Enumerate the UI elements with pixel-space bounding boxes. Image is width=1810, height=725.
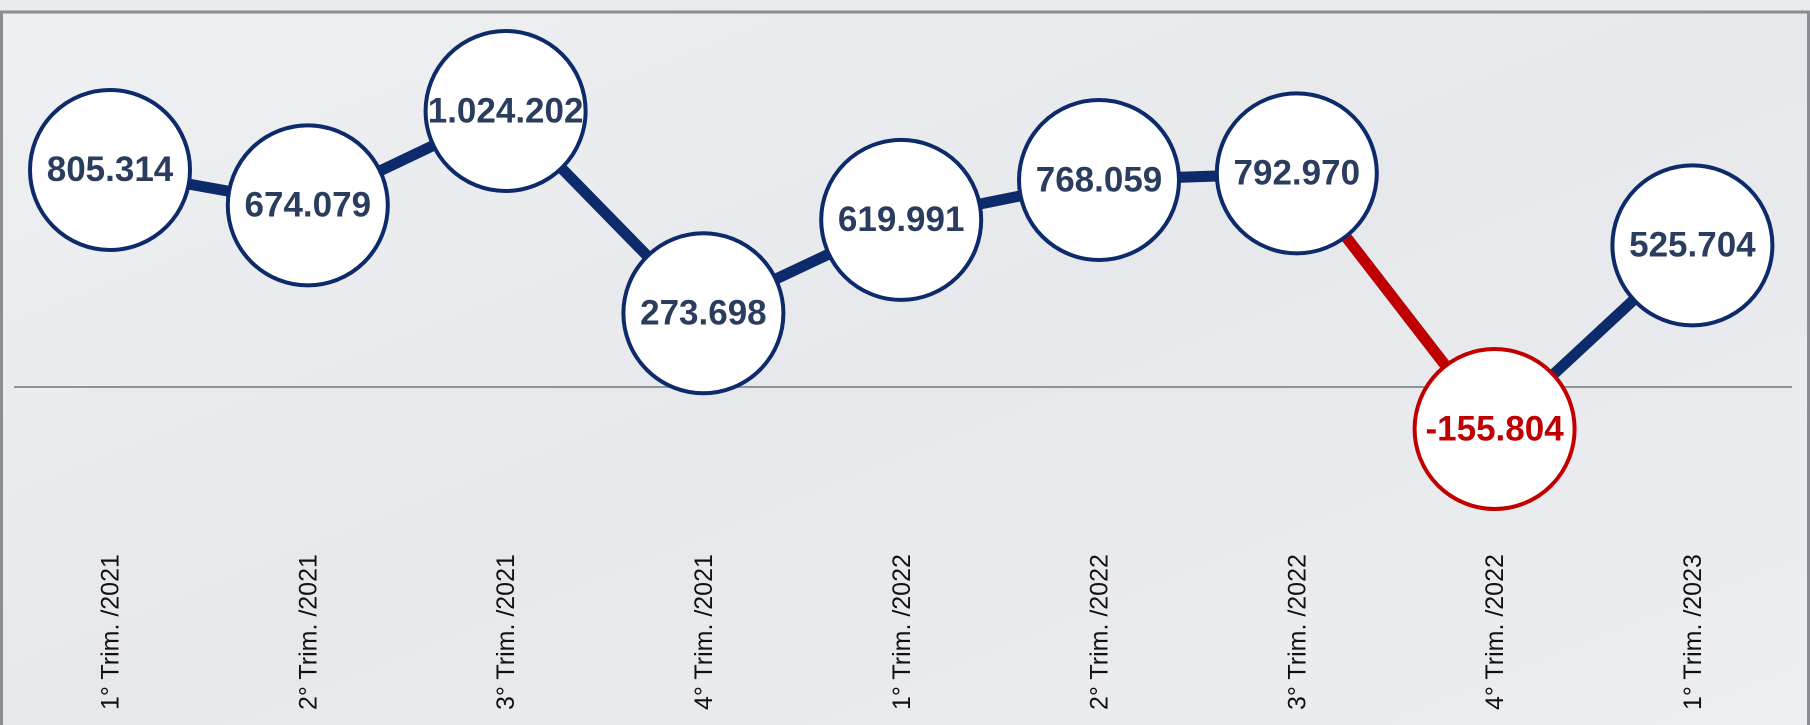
bubble [1610, 163, 1775, 328]
bubble [819, 137, 984, 302]
x-tick-label: 3° Trim. /2022 [1283, 554, 1311, 710]
value-label: -155.804 [1426, 409, 1565, 448]
value-label: 1.024.202 [428, 91, 584, 130]
bubble [423, 29, 588, 193]
x-tick-label: 2° Trim. /2022 [1086, 554, 1114, 710]
x-tick-label: 3° Trim. /2021 [492, 554, 520, 710]
value-label: 273.698 [640, 294, 767, 333]
x-tick-label: 1° Trim. /2022 [888, 554, 916, 710]
x-tick-label: 1° Trim. /2023 [1679, 554, 1707, 710]
bubble [1412, 347, 1577, 511]
value-label: 805.314 [47, 150, 174, 189]
x-tick-label: 1° Trim. /2021 [97, 554, 125, 710]
value-label: 525.704 [1629, 226, 1756, 265]
bubble [621, 231, 786, 396]
bubble [225, 123, 390, 288]
x-tick-label: 2° Trim. /2021 [294, 554, 322, 710]
value-label: 619.991 [838, 200, 965, 239]
value-label: 768.059 [1036, 160, 1163, 199]
bubble [28, 87, 192, 252]
value-label: 792.970 [1234, 154, 1361, 193]
x-tick-label: 4° Trim. /2022 [1481, 554, 1509, 710]
plot: 805.314 674.079 1.024.202 273.698 619.991 768… [14, 29, 1792, 710]
bubble [1017, 98, 1181, 263]
value-label: 674.079 [245, 186, 372, 225]
x-tick-label: 4° Trim. /2021 [690, 554, 718, 710]
bubble [1214, 91, 1379, 256]
